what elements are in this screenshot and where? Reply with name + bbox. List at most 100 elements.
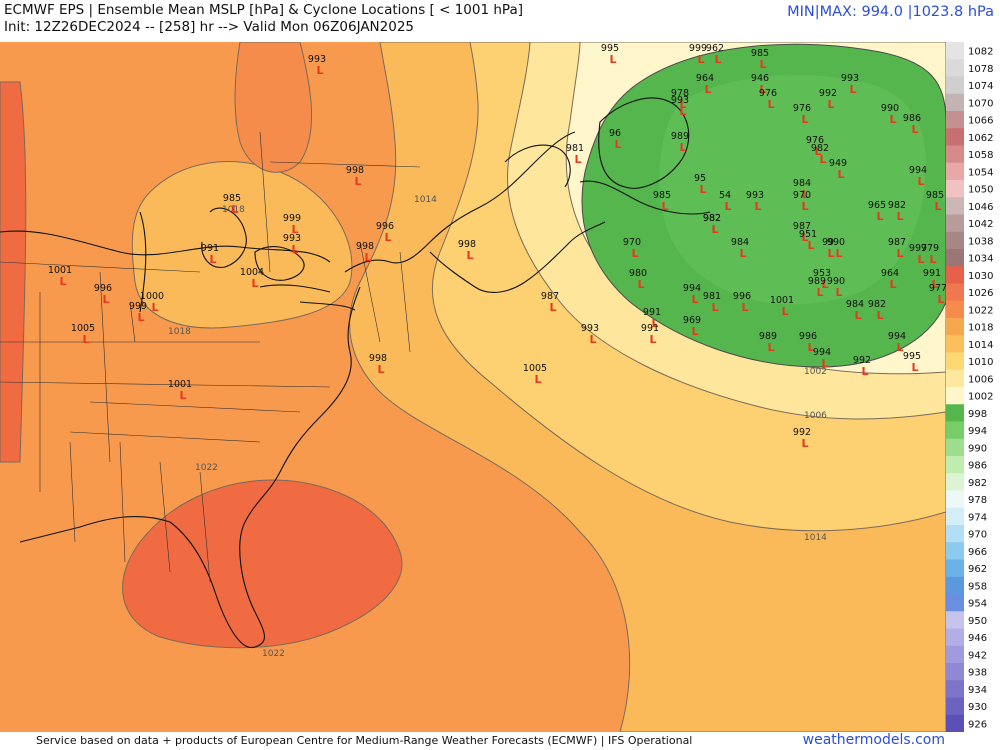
cyclone-pressure: 990 xyxy=(827,276,845,287)
cyclone-low-symbol: L xyxy=(911,361,918,374)
isobar-label: 1022 xyxy=(262,649,285,659)
cyclone-pressure: 996 xyxy=(94,283,112,294)
legend-label: 1002 xyxy=(968,392,993,403)
cyclone-pressure: 995 xyxy=(903,351,921,362)
isobar-label: 1014 xyxy=(804,533,827,543)
cyclone-pressure: 985 xyxy=(751,48,769,59)
legend-label: 1070 xyxy=(968,98,993,109)
legend-swatch xyxy=(946,300,964,319)
legend-label: 1050 xyxy=(968,185,993,196)
cyclone-low-symbol: L xyxy=(704,83,711,96)
min-max-readout: MIN|MAX: 994.0 |1023.8 hPa xyxy=(787,4,994,20)
brand-link[interactable]: weathermodels.com xyxy=(802,732,945,748)
cyclone-low-symbol: L xyxy=(231,203,238,216)
legend-label: 978 xyxy=(968,495,987,506)
cyclone-low-symbol: L xyxy=(876,309,883,322)
cyclone-low-symbol: L xyxy=(741,301,748,314)
cyclone-low-symbol: L xyxy=(724,200,731,213)
cyclone-low-symbol: L xyxy=(151,301,158,314)
pressure-map: 1018 1014 1018 1022 1022 1002 1006 1014 … xyxy=(0,42,946,732)
cyclone-pressure: 992 xyxy=(793,427,811,438)
cyclone-pressure: 990 xyxy=(881,103,899,114)
cyclone-pressure: 994 xyxy=(683,283,701,294)
cyclone-marker: 96L xyxy=(609,128,622,151)
cyclone-pressure: 993 xyxy=(308,54,326,65)
cyclone-low-symbol: L xyxy=(801,188,808,201)
cyclone-pressure: 987 xyxy=(888,237,906,248)
legend-label: 1042 xyxy=(968,219,993,230)
cyclone-pressure: 946 xyxy=(751,73,769,84)
legend-label: 1054 xyxy=(968,167,993,178)
legend-label: 1014 xyxy=(968,340,993,351)
isobar-label: 1018 xyxy=(222,205,245,215)
cyclone-pressure: 997 xyxy=(909,243,927,254)
legend-swatch xyxy=(946,714,964,732)
cyclone-low-symbol: L xyxy=(889,278,896,291)
isobar-region-1022-west xyxy=(0,81,27,463)
cyclone-low-symbol: L xyxy=(614,138,621,151)
cyclone-low-symbol: L xyxy=(849,83,856,96)
legend-swatch xyxy=(946,93,964,112)
cyclone-low-symbol: L xyxy=(801,437,808,450)
legend-label: 1030 xyxy=(968,271,993,282)
cyclone-low-symbol: L xyxy=(821,357,828,370)
cyclone-pressure: 985 xyxy=(653,190,671,201)
legend-swatch xyxy=(946,473,964,491)
legend-swatch xyxy=(946,128,964,146)
cyclone-pressure: 989 xyxy=(671,131,689,142)
legend-label: 1078 xyxy=(968,64,993,75)
legend-swatch xyxy=(946,42,964,60)
legend-swatch xyxy=(946,680,964,698)
cyclone-low-symbol: L xyxy=(364,251,371,264)
cyclone-low-symbol: L xyxy=(911,123,918,136)
cyclone-pressure: 999 xyxy=(689,43,707,54)
cyclone-pressure: 991 xyxy=(643,307,661,318)
cyclone-low-symbol: L xyxy=(917,253,924,266)
legend-swatch xyxy=(946,387,964,405)
cyclone-pressure: 998 xyxy=(346,165,364,176)
cyclone-low-symbol: L xyxy=(807,341,814,354)
cyclone-pressure: 982 xyxy=(868,299,886,310)
legend-label: 954 xyxy=(968,599,987,610)
cyclone-low-symbol: L xyxy=(931,278,938,291)
legend-swatch xyxy=(946,645,964,664)
cyclone-low-symbol: L xyxy=(316,64,323,77)
legend-label: 1082 xyxy=(968,47,993,58)
legend-label: 990 xyxy=(968,443,987,454)
coastlines xyxy=(0,97,711,648)
cyclone-low-symbol: L xyxy=(384,231,391,244)
cyclone-pressure: 999 xyxy=(283,213,301,224)
cyclone-low-symbol: L xyxy=(739,247,746,260)
legend-swatch xyxy=(946,542,964,560)
cyclone-low-symbol: L xyxy=(861,365,868,378)
cyclone-pressure: 978 xyxy=(671,88,689,99)
cyclone-low-symbol: L xyxy=(377,363,384,376)
legend-label: 974 xyxy=(968,512,987,523)
legend-label: 926 xyxy=(968,719,987,730)
legend-label: 970 xyxy=(968,530,987,541)
